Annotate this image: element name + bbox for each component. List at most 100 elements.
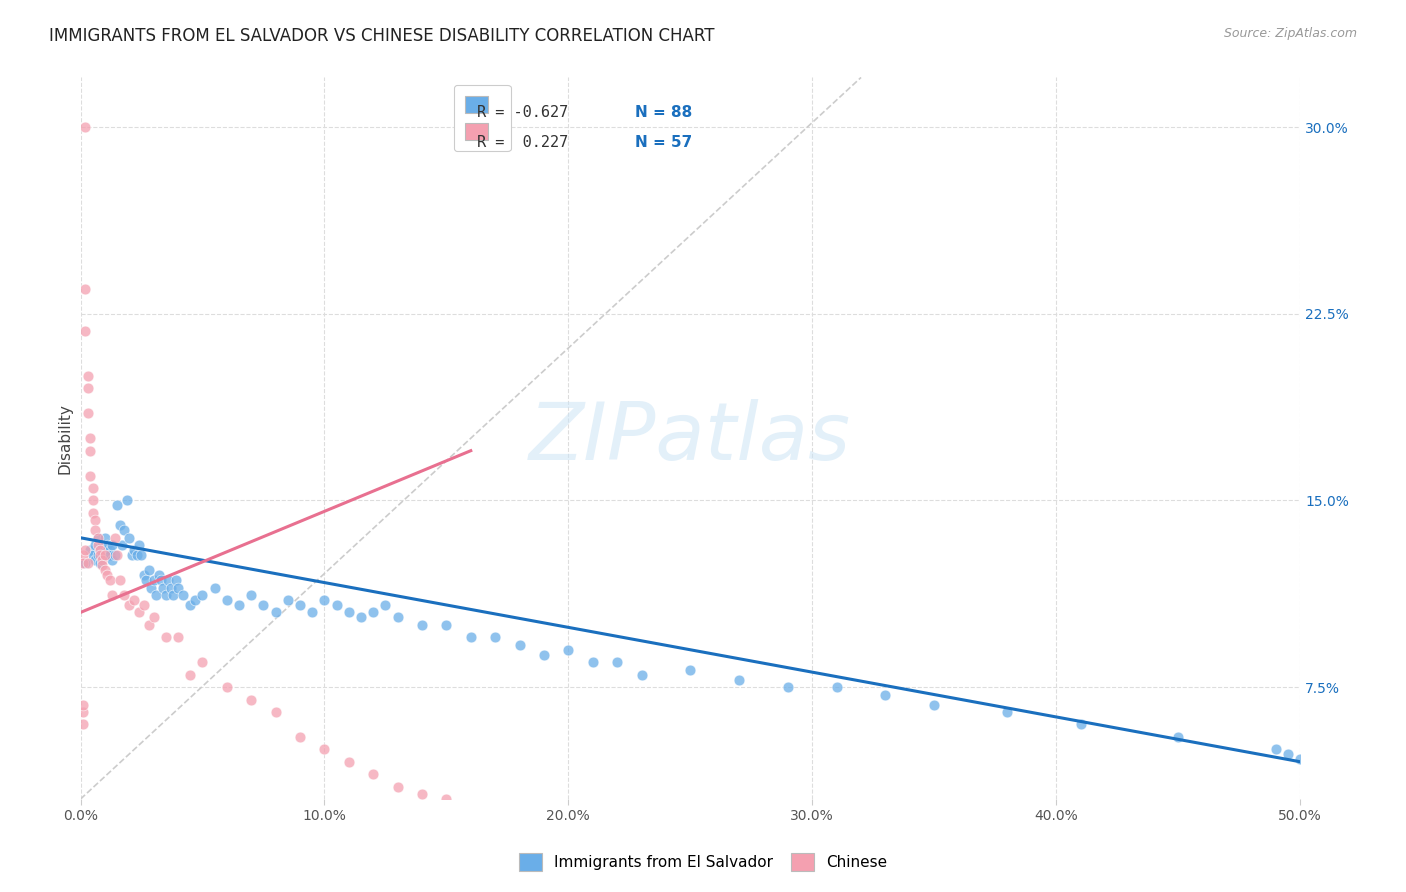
Point [75, 556, 97, 570]
Point [125, 548, 148, 562]
Point [105, 548, 128, 562]
Point [112, 524, 135, 538]
Point [101, 553, 124, 567]
Point [301, 606, 323, 620]
Point [191, 588, 214, 602]
Point [132, 598, 155, 612]
Point [86, 531, 108, 545]
Point [215, 593, 238, 607]
Point [240, 588, 263, 602]
Point [84, 553, 107, 567]
Legend: , : , [454, 85, 510, 151]
Point [557, 642, 579, 657]
Point [105, 499, 128, 513]
Text: N = 57: N = 57 [636, 136, 693, 150]
Point [138, 563, 160, 577]
Text: IMMIGRANTS FROM EL SALVADOR VS CHINESE DISABILITY CORRELATION CHART: IMMIGRANTS FROM EL SALVADOR VS CHINESE D… [49, 27, 714, 45]
Point [86, 548, 108, 562]
Text: R = -0.627: R = -0.627 [477, 105, 568, 120]
Point [91, 553, 114, 567]
Point [204, 581, 226, 595]
Point [179, 598, 201, 612]
Point [132, 568, 155, 582]
Point [460, 805, 482, 819]
Point [288, 598, 311, 612]
Point [86, 531, 108, 545]
Point [172, 588, 194, 602]
Point [76, 382, 98, 396]
Point [184, 593, 207, 607]
Point [91, 558, 114, 573]
Point [91, 538, 114, 552]
Point [387, 610, 409, 624]
Point [1277, 747, 1299, 762]
Point [82, 493, 104, 508]
Point [82, 481, 104, 495]
Point [1289, 752, 1312, 766]
Point [155, 588, 177, 602]
Point [86, 538, 108, 552]
Point [89, 548, 111, 562]
Point [825, 680, 848, 694]
Point [387, 780, 409, 794]
Point [98, 573, 121, 587]
Point [131, 548, 153, 562]
Point [82, 506, 104, 520]
Point [337, 755, 360, 769]
Point [606, 655, 628, 669]
Point [84, 538, 107, 552]
Point [314, 593, 336, 607]
Point [215, 680, 238, 694]
Point [361, 767, 384, 781]
Point [277, 593, 299, 607]
Point [118, 598, 141, 612]
Point [138, 618, 160, 632]
Point [98, 543, 121, 558]
Point [128, 538, 150, 552]
Point [96, 548, 118, 562]
Point [89, 556, 111, 570]
Point [875, 688, 897, 702]
Point [76, 406, 98, 420]
Point [240, 692, 263, 706]
Point [79, 431, 101, 445]
Legend: Immigrants from El Salvador, Chinese: Immigrants from El Salvador, Chinese [509, 844, 897, 880]
Point [79, 468, 101, 483]
Point [84, 524, 107, 538]
Point [411, 618, 433, 632]
Point [157, 573, 180, 587]
Point [776, 680, 799, 694]
Point [128, 606, 150, 620]
Point [509, 638, 531, 652]
Point [75, 282, 97, 296]
Point [115, 493, 138, 508]
Point [1264, 742, 1286, 756]
Point [75, 324, 97, 338]
Text: R =  0.227: R = 0.227 [477, 136, 568, 150]
Point [159, 581, 181, 595]
Point [121, 548, 143, 562]
Point [148, 568, 170, 582]
Point [96, 568, 118, 582]
Point [434, 618, 457, 632]
Point [582, 655, 605, 669]
Point [94, 531, 117, 545]
Point [72, 698, 94, 712]
Point [112, 588, 135, 602]
Point [150, 573, 173, 587]
Point [72, 717, 94, 731]
Point [162, 588, 184, 602]
Point [337, 606, 360, 620]
Point [325, 598, 347, 612]
Point [98, 548, 121, 562]
Point [728, 673, 751, 687]
Point [101, 588, 124, 602]
Point [104, 548, 127, 562]
Point [167, 630, 190, 644]
Point [922, 698, 945, 712]
Point [533, 648, 555, 662]
Point [108, 573, 131, 587]
Point [76, 369, 98, 384]
Point [1167, 730, 1189, 744]
Point [94, 543, 117, 558]
